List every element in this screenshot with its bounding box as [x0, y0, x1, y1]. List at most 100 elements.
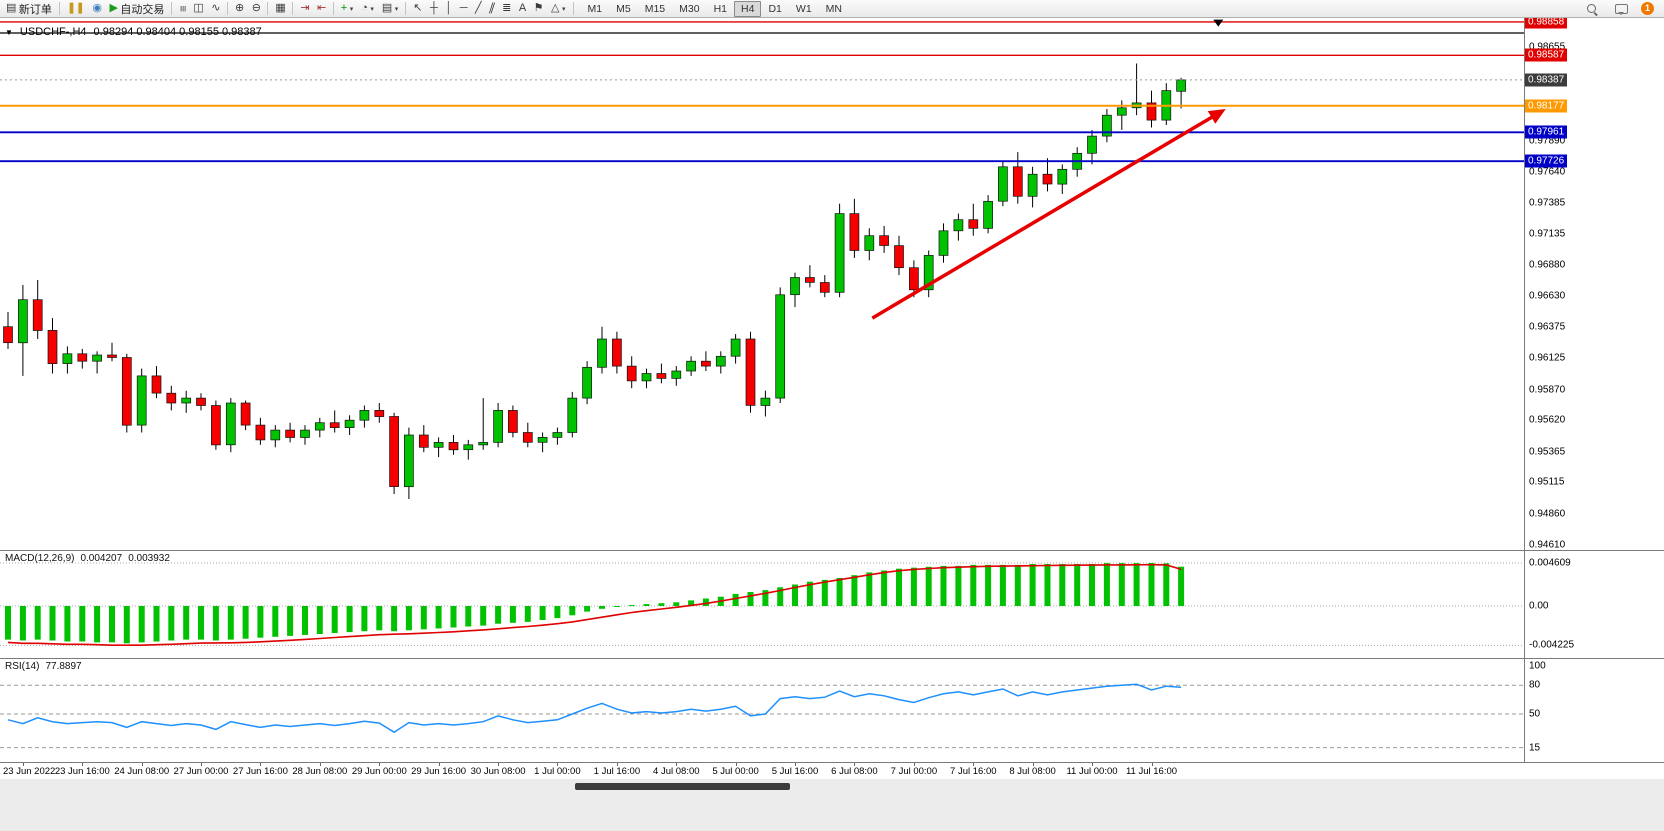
- rsi-value: 77.8897: [45, 661, 82, 672]
- market-watch-icon: ◉: [92, 2, 102, 14]
- arrows-button[interactable]: ⚑: [530, 0, 547, 17]
- rsi-panel[interactable]: [0, 658, 1524, 762]
- timeframe-h4-button[interactable]: H4: [734, 0, 762, 17]
- price-tick-label: 0.94860: [1529, 508, 1566, 520]
- tile-windows-icon: ▦: [275, 2, 286, 14]
- timeframe-m15-button[interactable]: M15: [644, 2, 666, 15]
- toolbar-separator: [58, 2, 60, 15]
- timeframe-m1-button[interactable]: M1: [587, 2, 603, 15]
- macd-panel[interactable]: [0, 550, 1524, 658]
- indicators-button[interactable]: + ▾: [337, 0, 357, 17]
- time-label: 5 Jul 00:00: [712, 766, 759, 777]
- text-button[interactable]: A: [515, 0, 530, 17]
- new-order-label: 新订单: [18, 3, 52, 16]
- price-tick-label: 0.97135: [1529, 228, 1566, 240]
- new-order-button[interactable]: ▤ 新订单: [2, 0, 56, 17]
- candlestick-chart-button[interactable]: ◫: [189, 0, 207, 17]
- autotrading-button[interactable]: ▶ 自动交易: [105, 0, 168, 17]
- toolbar: ▤ 新订单 ❚❚ ◉ ▶ 自动交易 ≡ ◫ ∿ ⊕ ⊖ ▦ ⇥ ⇤ + ▾ ◔ ▾ ▤ ▾ ↖ ┼ │ ─ ╱ ∥ ≣ A ⚑…: [0, 0, 1664, 18]
- panel-separator[interactable]: [0, 550, 1664, 551]
- price-tick-label: 0.94610: [1529, 539, 1566, 550]
- macd-tick-label: 0.004609: [1529, 557, 1571, 569]
- autotrading-label: 自动交易: [120, 3, 165, 16]
- macd-label: MACD(12,26,9) 0.004207 0.003932: [5, 553, 170, 564]
- time-tick: [22, 763, 24, 766]
- trend-arrow: [871, 113, 1217, 320]
- chart-shift-button[interactable]: ⇤: [313, 0, 330, 17]
- rsi-tick-label: 15: [1529, 742, 1541, 754]
- fibonacci-icon: ≣: [502, 2, 511, 14]
- timeframe-h1-button[interactable]: H1: [713, 2, 728, 15]
- time-label: 11 Jul 00:00: [1066, 766, 1118, 777]
- price-tick-label: 0.96630: [1529, 290, 1566, 302]
- time-scale[interactable]: 23 Jun 2022 23 Jun 16:00 24 Jun 08:00 27 Ju…: [0, 762, 1664, 779]
- time-label: 24 Jun 08:00: [114, 766, 170, 777]
- zoom-out-button[interactable]: ⊖: [248, 0, 265, 17]
- price-chart[interactable]: [0, 18, 1524, 550]
- timeframe-m5-button[interactable]: M5: [616, 2, 631, 15]
- dropdown-arrow-icon: ▾: [562, 5, 566, 13]
- zoom-in-button[interactable]: ⊕: [231, 0, 248, 17]
- tile-windows-button[interactable]: ▦: [271, 0, 289, 17]
- symbol-period-label: USDCHF-,H4: [19, 26, 87, 38]
- price-tick-label: 0.97890: [1529, 135, 1566, 147]
- time-label: 30 Jun 08:00: [470, 766, 526, 777]
- time-tick: [82, 763, 84, 766]
- macd-tick-label: 0.00: [1529, 600, 1549, 612]
- toolbar-separator: [226, 2, 228, 15]
- toolbar-separator: [171, 2, 173, 15]
- time-label: 6 Jul 08:00: [831, 766, 878, 777]
- fibonacci-button[interactable]: ≣: [498, 0, 515, 17]
- horizontal-line-button[interactable]: ─: [456, 0, 471, 17]
- timeframe-mn-button[interactable]: MN: [825, 2, 842, 15]
- rsi-tick-label: 100: [1529, 660, 1546, 672]
- time-tick: [735, 763, 737, 766]
- dropdown-arrow-icon: ▾: [394, 5, 399, 13]
- trendline-button[interactable]: ╱: [471, 0, 485, 17]
- bar-chart-button[interactable]: ≡: [175, 0, 189, 17]
- time-label: 1 Jul 00:00: [534, 766, 581, 777]
- toolbar-separator: [292, 2, 294, 15]
- timeframe-d1-button[interactable]: D1: [768, 2, 782, 15]
- channel-button[interactable]: ∥: [485, 0, 498, 17]
- chart-scrollbar: [0, 780, 1664, 793]
- crosshair-icon: ┼: [430, 2, 438, 14]
- line-chart-button[interactable]: ∿: [207, 0, 224, 17]
- periods-button[interactable]: ◔ ▾: [357, 0, 378, 17]
- text-icon: A: [518, 2, 526, 14]
- zoom-out-icon: ⊖: [251, 2, 261, 14]
- templates-button[interactable]: ▤ ▾: [378, 0, 402, 17]
- time-label: 4 Jul 08:00: [653, 766, 700, 777]
- price-scale[interactable]: 0.986550.981470.978900.976400.973850.971…: [1524, 15, 1664, 762]
- market-watch-button[interactable]: ◉: [88, 0, 105, 17]
- trendline-icon: ╱: [474, 2, 482, 14]
- time-tick: [676, 763, 678, 766]
- chart-window-icon: ❚❚: [66, 2, 85, 14]
- time-tick: [1151, 763, 1153, 766]
- price-tick-label: 0.96125: [1529, 352, 1566, 364]
- vertical-line-icon: │: [445, 2, 452, 14]
- toolbar-separator: [332, 2, 334, 15]
- line-chart-icon: ∿: [211, 2, 220, 14]
- chart-window-button[interactable]: ❚❚: [63, 0, 88, 17]
- timeframe-w1-button[interactable]: W1: [795, 2, 812, 15]
- crosshair-button[interactable]: ┼: [426, 0, 441, 17]
- panel-separator[interactable]: [0, 658, 1664, 659]
- time-label: 29 Jun 00:00: [351, 766, 407, 777]
- price-tick-label: 0.95620: [1529, 414, 1566, 426]
- time-tick: [260, 763, 262, 766]
- time-tick: [616, 763, 618, 766]
- dropdown-arrow-icon: ▾: [370, 5, 374, 13]
- chat-button[interactable]: [1611, 0, 1632, 17]
- collapse-icon[interactable]: ▼: [5, 27, 13, 37]
- auto-scroll-button[interactable]: ⇥: [296, 0, 313, 17]
- orange-level-price-box: 0.98177: [1525, 99, 1568, 113]
- notification-badge[interactable]: 1: [1641, 2, 1654, 15]
- bid-price-box: 0.98387: [1525, 73, 1568, 87]
- search-button[interactable]: [1582, 0, 1602, 17]
- shapes-button[interactable]: △ ▾: [547, 0, 569, 17]
- cursor-button[interactable]: ↖: [409, 0, 426, 17]
- vertical-line-button[interactable]: │: [441, 0, 455, 17]
- timeframe-m30-button[interactable]: M30: [679, 2, 700, 15]
- scrollbar-thumb[interactable]: [575, 783, 790, 790]
